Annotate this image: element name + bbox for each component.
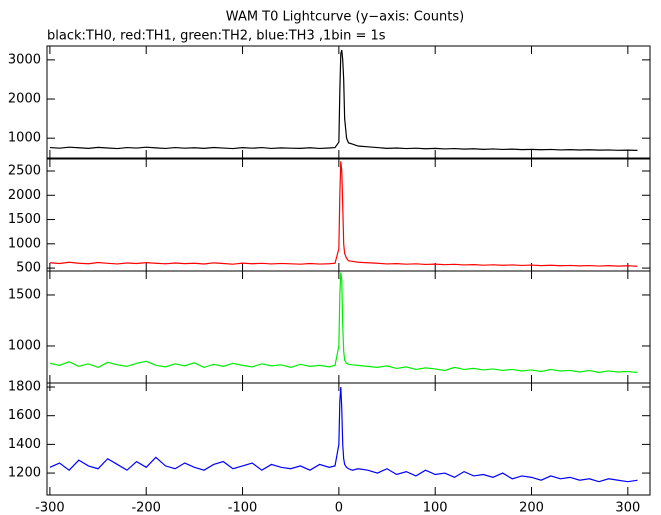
y-tick-label: 1200 [8, 466, 41, 481]
x-tick-label: -200 [131, 501, 161, 515]
y-tick-label: 2000 [8, 92, 41, 107]
x-tick-label: -100 [228, 501, 258, 515]
plot-frame [46, 270, 651, 384]
plot-frame [46, 382, 651, 496]
series-line [49, 49, 638, 151]
x-tick-label: -300 [35, 501, 65, 515]
x-tick-label: 300 [615, 501, 640, 515]
y-tick-label: 1000 [8, 338, 41, 353]
plot-frame [46, 158, 651, 272]
x-tick-label: 100 [423, 501, 448, 515]
y-tick-label: 2500 [8, 163, 41, 178]
y-tick-label: 1000 [8, 131, 41, 146]
y-tick-label: 3000 [8, 52, 41, 67]
y-tick-label: 500 [16, 261, 41, 276]
x-tick-label: 200 [519, 501, 544, 515]
chart-title: WAM T0 Lightcurve (y−axis: Counts) [226, 10, 464, 25]
y-tick-label: 1800 [8, 380, 41, 395]
chart-subtitle: black:TH0, red:TH1, green:TH2, blue:TH3 … [47, 29, 386, 44]
y-tick-label: 2000 [8, 188, 41, 203]
series-line [49, 161, 638, 267]
plot-frame [46, 45, 651, 159]
x-tick-label: 0 [335, 501, 343, 515]
y-tick-label: 1500 [8, 287, 41, 302]
y-tick-label: 1000 [8, 236, 41, 251]
y-tick-label: 1500 [8, 212, 41, 227]
y-tick-label: 1600 [8, 408, 41, 423]
series-line [49, 386, 638, 483]
series-line [49, 272, 638, 374]
y-tick-label: 1400 [8, 437, 41, 452]
